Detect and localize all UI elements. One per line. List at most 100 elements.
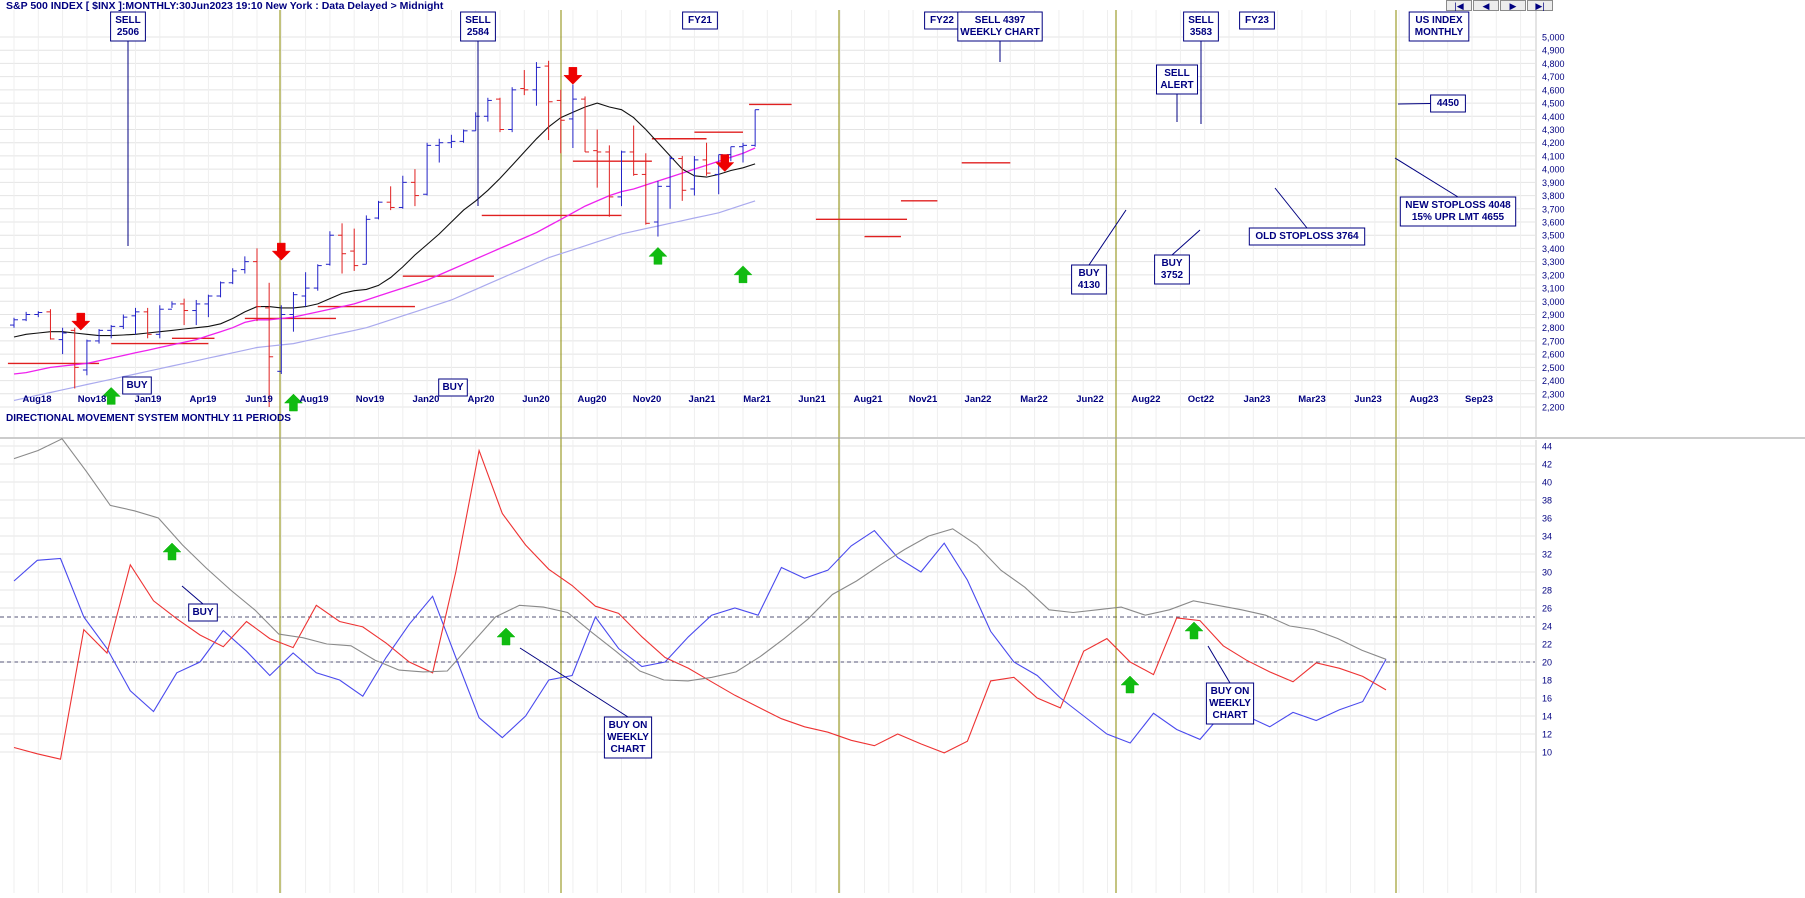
annotation: FY23 bbox=[1239, 11, 1275, 30]
price-tick-label: 2,200 bbox=[1542, 403, 1565, 413]
annotation-text: SELL bbox=[1164, 68, 1190, 79]
buy-arrow-icon bbox=[101, 387, 121, 405]
date-tick-label: Jan21 bbox=[689, 394, 717, 405]
dms-tick-label: 14 bbox=[1542, 712, 1552, 722]
dms-panel-grid bbox=[0, 440, 1535, 893]
ohlc-bar bbox=[544, 60, 553, 141]
annotation-text: BUY ON bbox=[1211, 686, 1250, 697]
date-tick-label: Nov20 bbox=[633, 394, 662, 405]
dms-tick-label: 32 bbox=[1542, 550, 1552, 560]
ohlc-bar bbox=[70, 327, 79, 389]
annotation-box bbox=[1399, 196, 1517, 227]
ohlc-bar bbox=[605, 145, 614, 217]
ohlc-bar bbox=[532, 62, 541, 106]
date-tick-label: Jun20 bbox=[522, 394, 549, 405]
annotation-box bbox=[1239, 11, 1275, 30]
dms-tick-label: 38 bbox=[1542, 496, 1552, 506]
annotation-text: BUY bbox=[442, 382, 463, 393]
ohlc-bar bbox=[46, 309, 55, 340]
annotation: BUY bbox=[181, 585, 218, 622]
dms-tick-label: 44 bbox=[1542, 442, 1552, 452]
buy-arrow-icon bbox=[283, 393, 304, 412]
ohlc-bar bbox=[739, 142, 747, 163]
sell-arrow-icon bbox=[271, 242, 291, 261]
price-tick-label: 3,100 bbox=[1542, 284, 1565, 294]
nav-prev-button[interactable]: ◀ bbox=[1473, 0, 1499, 11]
annotation-text: FY22 bbox=[930, 15, 954, 26]
date-tick-label: Jan20 bbox=[413, 394, 440, 405]
annotation-text: BUY bbox=[192, 607, 213, 618]
ohlc-bar bbox=[423, 142, 432, 196]
dms-chart-title: DIRECTIONAL MOVEMENT SYSTEM MONTHLY 11 P… bbox=[6, 413, 291, 424]
annotation-leader bbox=[181, 585, 204, 605]
annotation-text: 3752 bbox=[1161, 270, 1184, 281]
nav-next-button[interactable]: ▶ bbox=[1500, 0, 1526, 11]
annotation-box bbox=[1430, 94, 1466, 113]
ohlc-bar bbox=[155, 305, 164, 339]
date-axis-labels: Aug18 Nov18 Jan19 Apr19 Jun19 Aug19 Nov19 Jan20… bbox=[22, 394, 1493, 405]
dms-lines bbox=[13, 438, 1387, 760]
annotation-box bbox=[603, 716, 653, 759]
ohlc-bar bbox=[301, 272, 310, 307]
annotation-text: SELL bbox=[465, 15, 491, 26]
buy-arrow-icon bbox=[733, 265, 753, 284]
sell-arrow-icon bbox=[71, 312, 91, 331]
annotation-text: BUY bbox=[1161, 258, 1182, 269]
ohlc-bar bbox=[593, 129, 602, 188]
ohlc-bar bbox=[581, 96, 590, 153]
ohlc-bar bbox=[22, 311, 31, 322]
signal-arrows bbox=[71, 67, 1204, 694]
date-tick-label: Apr20 bbox=[468, 394, 495, 405]
annotation-text: 2584 bbox=[467, 27, 490, 38]
annotation-box bbox=[957, 11, 1043, 42]
ohlc-bar bbox=[362, 215, 371, 265]
annotation-text: NEW STOPLOSS 4048 bbox=[1405, 200, 1511, 211]
dms-tick-label: 18 bbox=[1542, 676, 1552, 686]
price-tick-label: 3,700 bbox=[1542, 204, 1565, 214]
price-tick-label: 3,800 bbox=[1542, 191, 1565, 201]
buy-arrow-icon bbox=[162, 542, 182, 561]
ohlc-bar bbox=[751, 109, 760, 147]
annotation-text: WEEKLY bbox=[1209, 698, 1251, 709]
price-tick-label: 4,200 bbox=[1542, 138, 1565, 148]
price-tick-label: 2,700 bbox=[1542, 336, 1565, 346]
nav-first-button[interactable]: |◀ bbox=[1446, 0, 1472, 11]
ma-mid-line bbox=[13, 147, 756, 375]
price-tick-label: 4,600 bbox=[1542, 85, 1565, 95]
date-tick-label: Jan19 bbox=[135, 394, 162, 405]
dms-tick-label: 24 bbox=[1542, 622, 1552, 632]
date-tick-label: Mar21 bbox=[743, 394, 771, 405]
price-tick-label: 4,400 bbox=[1542, 112, 1565, 122]
ohlc-bar bbox=[265, 282, 274, 407]
ohlc-bar bbox=[216, 281, 225, 298]
date-tick-label: Aug20 bbox=[577, 394, 606, 405]
price-tick-label: 4,900 bbox=[1542, 46, 1565, 56]
ohlc-bar bbox=[167, 301, 176, 310]
price-tick-label: 3,400 bbox=[1542, 244, 1565, 254]
annotation-leader bbox=[1274, 187, 1308, 229]
ohlc-bar bbox=[10, 317, 18, 328]
dms-tick-label: 40 bbox=[1542, 478, 1552, 488]
annotation-text: MONTHLY bbox=[1415, 27, 1464, 38]
sell-arrow-icon bbox=[563, 67, 583, 85]
nav-last-button[interactable]: ▶| bbox=[1527, 0, 1553, 11]
ma-long-line bbox=[13, 200, 756, 401]
annotation-box bbox=[110, 11, 146, 42]
date-tick-label: Jun22 bbox=[1076, 394, 1103, 405]
annotation-box bbox=[1154, 254, 1190, 285]
annotation-box bbox=[1156, 64, 1198, 95]
date-tick-label: Aug22 bbox=[1131, 394, 1160, 405]
ohlc-bar bbox=[277, 305, 286, 374]
date-tick-label: Jan22 bbox=[965, 394, 992, 405]
ohlc-bar bbox=[459, 129, 468, 143]
dms-series-line bbox=[13, 438, 1387, 682]
